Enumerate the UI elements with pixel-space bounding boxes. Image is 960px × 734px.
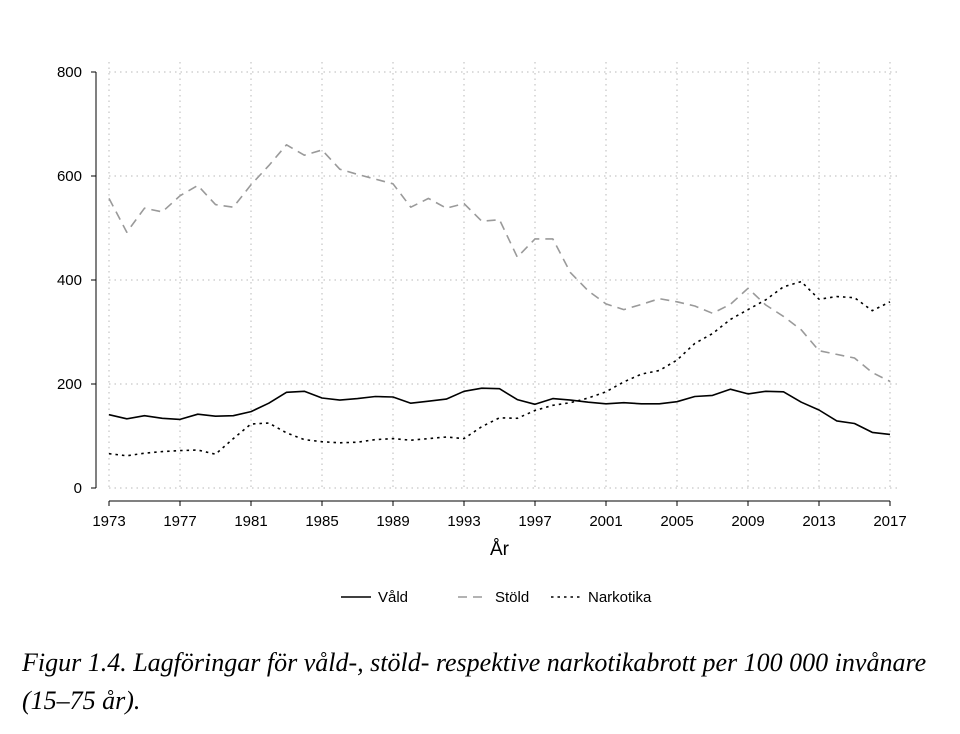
x-tick-label: 1981	[234, 513, 267, 530]
x-tick-label: 2005	[660, 513, 693, 530]
y-tick-label: 600	[57, 168, 82, 185]
series-line-våld	[108, 387, 891, 436]
legend-label-våld: Våld	[378, 589, 408, 606]
series-line-narkotika	[108, 280, 891, 457]
gridlines	[108, 62, 900, 489]
x-tick-label: 1985	[305, 513, 338, 530]
legend: Våld Stöld Narkotika	[341, 589, 652, 606]
x-tick-label: 1997	[518, 513, 551, 530]
x-tick-label: 2001	[589, 513, 622, 530]
x-tick-label: 1977	[163, 513, 196, 530]
legend-label-stöld: Stöld	[495, 589, 529, 606]
y-tick-label: 800	[57, 64, 82, 81]
figure-caption: Figur 1.4. Lagföringar för våld-, stöld-…	[22, 648, 927, 715]
x-tick-label: 1993	[447, 513, 480, 530]
x-tick-label: 1973	[92, 513, 125, 530]
y-tick-label: 200	[57, 376, 82, 393]
axes	[91, 71, 891, 506]
legend-label-narkotika: Narkotika	[588, 589, 652, 606]
y-tick-label: 400	[57, 272, 82, 289]
tick-labels: 0 200 400 600 800 1973 1977 1981 1985 1989 1993 199…	[57, 64, 907, 530]
line-chart: 0 200 400 600 800 1973 1977 1981 1985 1989 1993 199…	[57, 62, 907, 606]
x-tick-label: 2013	[802, 513, 835, 530]
x-tick-label: 2017	[873, 513, 906, 530]
y-tick-label: 0	[74, 480, 82, 497]
series-line-stöld	[108, 144, 891, 383]
x-axis-title: År	[490, 539, 510, 560]
x-tick-label: 2009	[731, 513, 764, 530]
x-tick-label: 1989	[376, 513, 409, 530]
series-lines	[108, 144, 891, 457]
